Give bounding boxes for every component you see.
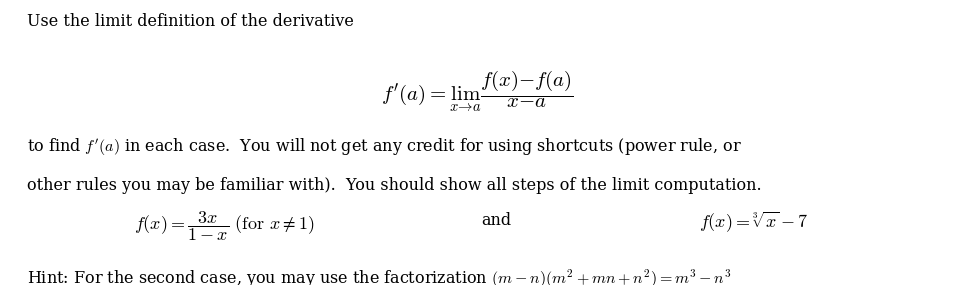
Text: to find $f'(a)$ in each case.  You will not get any credit for using shortcuts (: to find $f'(a)$ in each case. You will n… — [27, 137, 740, 158]
Text: $f(x) = \sqrt[3]{x} - 7$: $f(x) = \sqrt[3]{x} - 7$ — [698, 209, 808, 234]
Text: $f(x) = \dfrac{3x}{1-x}\ \text{(for } x \neq 1\text{)}$: $f(x) = \dfrac{3x}{1-x}\ \text{(for } x … — [133, 209, 314, 243]
Text: Hint: For the second case, you may use the factorization $(m-n)(m^2+mn+n^2) = m^: Hint: For the second case, you may use t… — [27, 268, 731, 285]
Text: and: and — [480, 212, 511, 229]
Text: other rules you may be familiar with).  You should show all steps of the limit c: other rules you may be familiar with). Y… — [27, 177, 760, 194]
Text: $f'(a) = \lim_{x \to a} \dfrac{f(x) - f(a)}{x - a}$: $f'(a) = \lim_{x \to a} \dfrac{f(x) - f(… — [380, 68, 573, 114]
Text: Use the limit definition of the derivative: Use the limit definition of the derivati… — [27, 13, 354, 30]
